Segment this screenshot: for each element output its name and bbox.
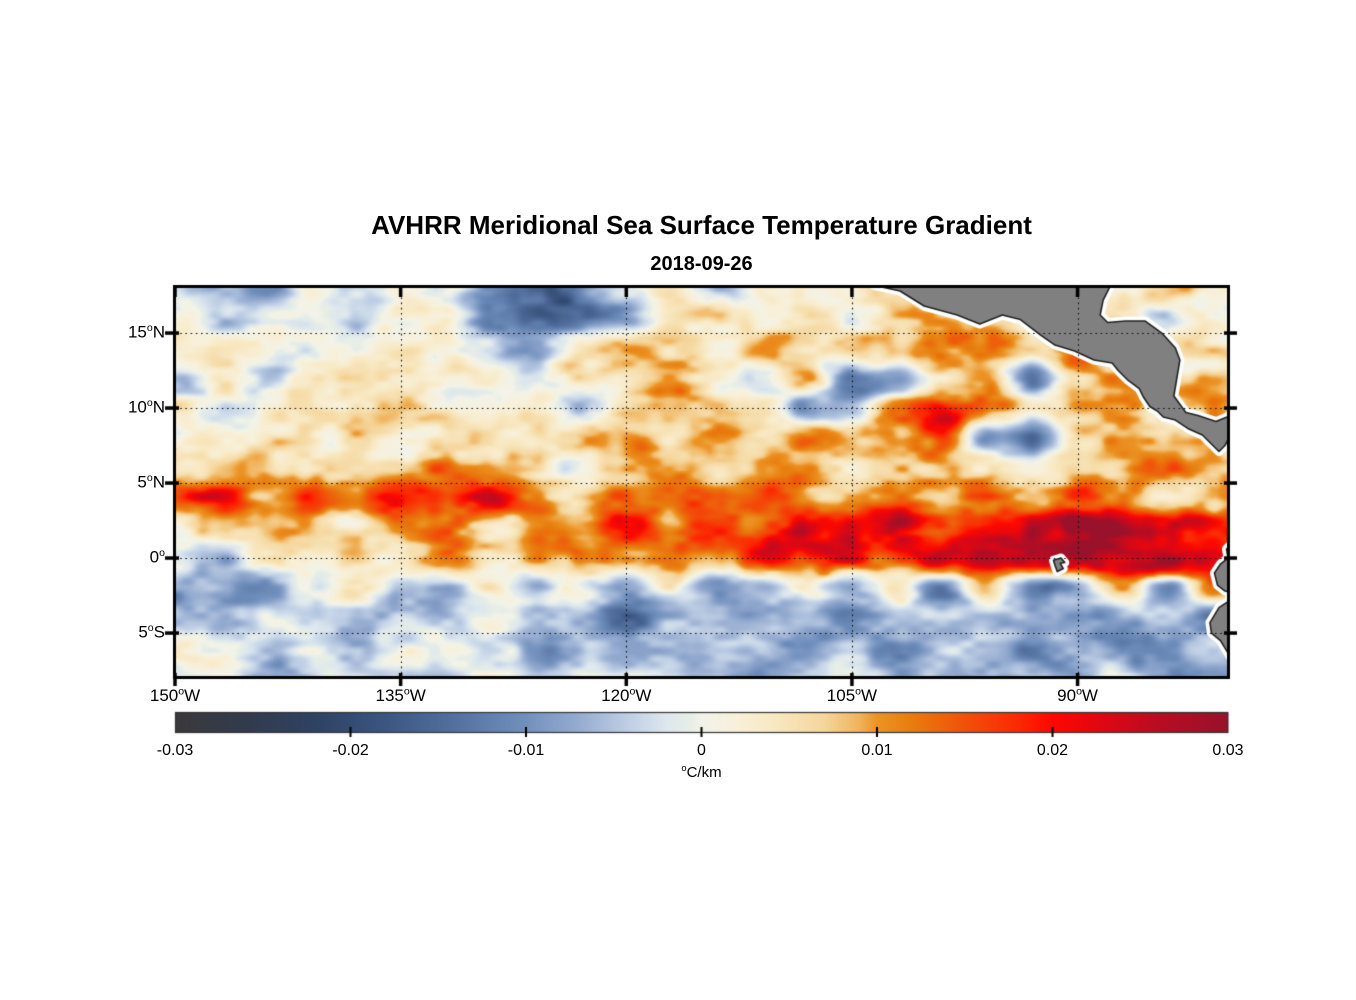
x-axis-tick-label: 150oW — [149, 685, 201, 705]
colorbar-tick-label: -0.03 — [156, 742, 194, 759]
y-axis-tick-label: 15oN — [127, 321, 165, 342]
colorbar-tick-label: 0.01 — [861, 742, 893, 759]
colorbar-tick-label: -0.01 — [507, 742, 545, 759]
y-axis-tick-label: 0o — [149, 546, 165, 567]
colorbar-unit-label: oC/km — [681, 763, 722, 781]
chart-subtitle: 2018-09-26 — [650, 253, 753, 275]
x-axis-tick-label: 105oW — [826, 685, 878, 705]
x-axis-tick-label: 120oW — [601, 685, 652, 705]
y-axis-tick-label: 10oN — [127, 396, 165, 417]
colorbar-tick-label: 0.03 — [1212, 742, 1244, 759]
y-axis-tick-label: 5oS — [138, 621, 165, 642]
x-axis-tick-label: 90oW — [1057, 685, 1098, 705]
colorbar-tick-label: 0.02 — [1036, 742, 1069, 759]
y-axis-tick-label: 5oN — [137, 471, 165, 492]
colorbar-tick-label: 0 — [697, 742, 706, 759]
colorbar-tick-label: -0.02 — [332, 742, 369, 759]
x-axis-tick-label: 135oW — [375, 685, 426, 705]
chart-title: AVHRR Meridional Sea Surface Temperature… — [371, 210, 1032, 240]
